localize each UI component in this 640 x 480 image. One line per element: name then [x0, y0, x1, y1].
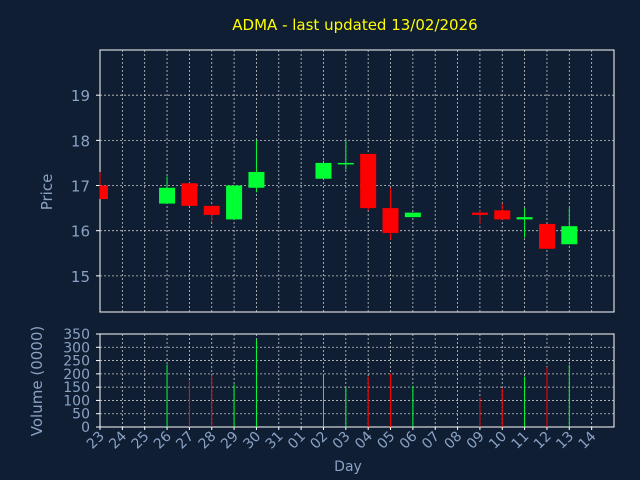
candle-23	[99, 171, 108, 200]
candle-30	[248, 140, 265, 193]
volume-tick-label: 200	[63, 367, 90, 383]
volume-tick-label: 0	[81, 420, 90, 436]
x-tick-label: 03	[330, 429, 354, 453]
price-plot-frame	[99, 49, 615, 313]
candle-11	[516, 208, 533, 238]
x-tick-label: 13	[553, 429, 577, 453]
candle-12	[538, 223, 555, 249]
candle-body	[360, 153, 377, 209]
volume-tick-label: 150	[63, 380, 90, 396]
x-axis-label: Day	[334, 459, 362, 475]
x-tick-label: 29	[218, 429, 242, 453]
chart-title: ADMA - last updated 13/02/2026	[232, 16, 477, 34]
candle-29	[226, 185, 243, 220]
candle-03	[337, 140, 354, 170]
candle-04	[360, 153, 377, 211]
candle-02	[315, 160, 332, 179]
x-tick-label: 05	[374, 429, 398, 453]
volume-plot-frame	[99, 333, 615, 428]
candle-body	[159, 187, 176, 204]
x-tick-label: 26	[151, 428, 175, 452]
volume-bars	[166, 339, 570, 427]
x-tick-label: 04	[352, 428, 376, 452]
volume-tick-label: 250	[63, 354, 90, 370]
x-tick-label: 06	[397, 428, 421, 452]
y-axis-label: Price	[38, 174, 56, 211]
x-tick-labels: 2324252627282930310102030405060708091011…	[84, 427, 600, 452]
candle-body	[494, 210, 511, 220]
x-tick-label: 02	[307, 429, 331, 453]
x-tick-label: 01	[285, 429, 309, 453]
x-tick-label: 28	[196, 429, 220, 453]
candle-body	[404, 212, 421, 218]
candle-body	[181, 183, 198, 206]
volume-axis-label: Volume (0000)	[28, 326, 46, 436]
price-tick-labels: 15 16 17 18 19	[71, 87, 100, 286]
x-tick-label: 14	[576, 428, 600, 452]
candle-05	[382, 187, 399, 240]
price-tick-label: 17	[71, 178, 90, 196]
volume-grid	[100, 334, 614, 427]
candle-body	[471, 212, 488, 215]
x-tick-label: 30	[240, 429, 264, 453]
candle-10	[494, 203, 511, 220]
candle-body	[315, 162, 332, 179]
candle-27	[181, 183, 198, 206]
x-tick-label: 09	[464, 429, 488, 453]
price-panel: 15 16 17 18 19	[71, 49, 615, 313]
x-tick-label: 11	[509, 429, 533, 453]
price-tick-label: 16	[71, 223, 90, 241]
volume-tick-label: 350	[63, 327, 90, 343]
x-tick-label: 25	[129, 429, 153, 453]
candle-body	[382, 208, 399, 233]
candle-09	[471, 210, 488, 224]
candles	[99, 140, 578, 249]
price-tick-label: 18	[71, 132, 90, 150]
candle-13	[561, 208, 578, 245]
x-tick-label: 24	[106, 428, 130, 452]
candle-26	[159, 176, 176, 204]
price-grid	[100, 50, 614, 312]
price-tick-label: 15	[71, 268, 90, 286]
candle-body	[516, 217, 533, 220]
x-tick-label: 31	[263, 429, 287, 453]
candle-body	[538, 223, 555, 249]
candle-body	[337, 162, 354, 165]
candle-28	[203, 205, 220, 222]
x-tick-label: 27	[173, 429, 197, 453]
volume-tick-label: 300	[63, 340, 90, 356]
volume-tick-label: 50	[72, 407, 90, 423]
candle-body	[100, 185, 108, 200]
price-tick-label: 19	[71, 87, 90, 105]
candle-body	[203, 205, 220, 215]
candle-body	[226, 185, 243, 220]
x-tick-label: 12	[531, 429, 555, 453]
x-tick-label: 08	[441, 429, 465, 453]
x-tick-label: 10	[486, 429, 510, 453]
x-tick-label: 07	[419, 429, 443, 453]
candle-body	[561, 226, 578, 245]
volume-tick-label: 100	[63, 393, 90, 409]
candle-body	[248, 171, 265, 188]
candle-06	[404, 212, 421, 218]
